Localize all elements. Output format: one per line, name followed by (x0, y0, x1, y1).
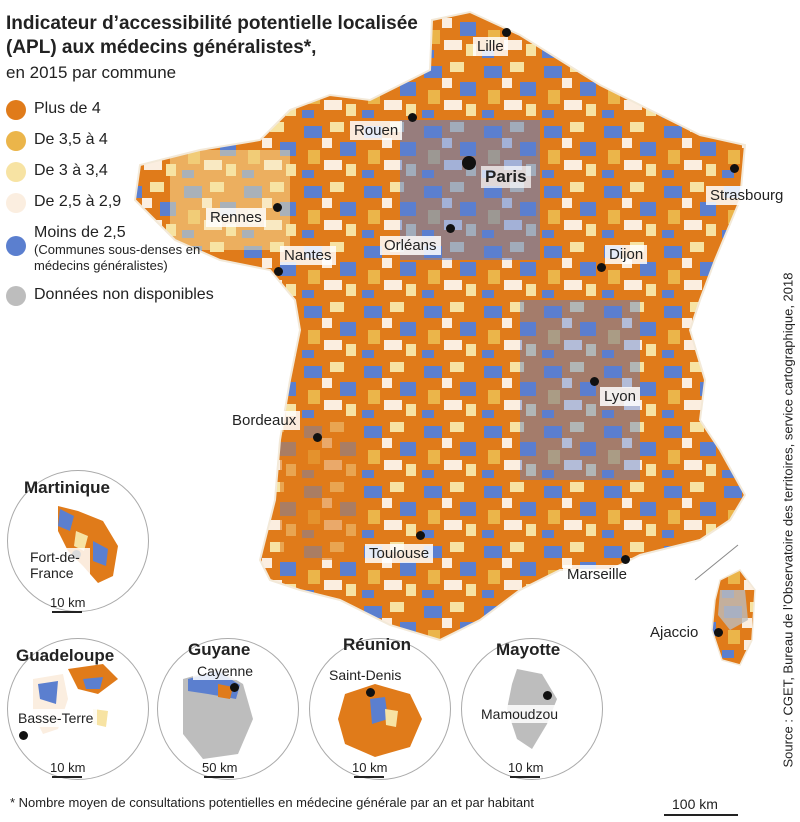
legend-item: Moins de 2,5 (Communes sous-denses en mé… (6, 222, 276, 284)
city-label-toulouse: Toulouse (365, 544, 434, 563)
city-label-basse-terre: Basse-Terre (14, 709, 98, 727)
paris-dot (462, 156, 476, 170)
rouen-dot (408, 113, 417, 122)
legend: Plus de 4 De 3,5 à 4 De 3 à 3,4 De 2,5 à… (6, 98, 276, 315)
scale-bar-martinique (52, 611, 82, 613)
city-label-bordeaux: Bordeaux (228, 411, 301, 430)
inset-title-reunion: Réunion (343, 635, 411, 654)
martinique-shape (58, 506, 118, 583)
legend-label: Données non disponibles (34, 286, 214, 303)
inset-reunion (309, 638, 451, 780)
bordeaux-dot (313, 433, 322, 442)
city-label-saint-denis: Saint-Denis (325, 666, 406, 684)
city-label-fort-de-france: Fort-de-France (26, 548, 90, 582)
ajaccio-dot (714, 628, 723, 637)
scale-text-martinique: 10 km (50, 595, 86, 610)
lyon-dot (590, 377, 599, 386)
legend-label: De 3,5 à 4 (34, 131, 108, 148)
strasbourg-dot (730, 164, 739, 173)
inset-title-guyane: Guyane (188, 640, 251, 659)
inset-martinique (7, 470, 149, 612)
inset-title-guadeloupe: Guadeloupe (16, 646, 115, 665)
legend-label-group: Moins de 2,5 (Communes sous-denses en mé… (34, 224, 254, 274)
source-text: Source : CGET, Bureau de l’Observatoire … (780, 272, 796, 768)
toulouse-dot (416, 531, 425, 540)
scale-bar-guyane (204, 776, 234, 778)
city-label-marseille: Marseille (563, 565, 632, 584)
legend-sublabel: (Communes sous-denses en médecins généra… (34, 242, 201, 273)
legend-swatch (6, 286, 26, 306)
city-label-cayenne: Cayenne (193, 662, 258, 680)
map-subtitle: en 2015 par commune (6, 63, 177, 82)
legend-label: Plus de 4 (34, 100, 101, 117)
city-label-ajaccio: Ajaccio (646, 623, 703, 642)
rennes-dot (273, 203, 282, 212)
legend-label: De 3 à 3,4 (34, 162, 108, 179)
scale-text-mayotte: 10 km (508, 760, 544, 775)
map-title: Indicateur d’accessibilité potentielle l… (6, 13, 418, 58)
scale-text-main: 100 km (672, 796, 718, 812)
scale-text-guadeloupe: 10 km (50, 760, 86, 775)
reunion-shape (338, 684, 422, 757)
saint-denis-dot (366, 688, 375, 697)
legend-item: Plus de 4 (6, 98, 276, 129)
legend-item: De 2,5 à 2,9 (6, 191, 276, 222)
source-note: Source : CGET, Bureau de l’Observatoire … (778, 230, 798, 810)
city-label-dijon: Dijon (605, 245, 648, 264)
guyane-shape (183, 669, 253, 759)
lille-dot (502, 28, 511, 37)
inset-title-martinique: Martinique (24, 478, 110, 497)
inset-title-mayotte: Mayotte (496, 640, 561, 659)
scale-text-reunion: 10 km (352, 760, 388, 775)
marseille-dot (621, 555, 630, 564)
city-label-mamoudzou: Mamoudzou (477, 705, 563, 723)
legend-item: De 3 à 3,4 (6, 160, 276, 191)
city-label-orleans: Orléans (380, 236, 441, 255)
legend-label: De 2,5 à 2,9 (34, 193, 122, 210)
legend-item: Données non disponibles (6, 284, 276, 315)
city-label-lyon: Lyon (600, 387, 640, 406)
city-label-rouen: Rouen (350, 121, 403, 140)
footnote: * Nombre moyen de consultations potentie… (10, 795, 534, 810)
legend-swatch (6, 193, 26, 213)
scale-bar-guadeloupe (52, 776, 82, 778)
corsica (711, 569, 756, 666)
mamoudzou-dot (543, 691, 552, 700)
scale-text-guyane: 50 km (202, 760, 238, 775)
city-label-lille: Lille (473, 37, 508, 56)
city-label-strasbourg: Strasbourg (706, 186, 788, 205)
dijon-dot (597, 263, 606, 272)
city-label-nantes: Nantes (280, 246, 336, 265)
city-label-rennes: Rennes (206, 208, 266, 227)
legend-swatch (6, 131, 26, 151)
legend-item: De 3,5 à 4 (6, 129, 276, 160)
scale-bar-main (664, 814, 738, 816)
city-label-paris: Paris (481, 166, 531, 188)
legend-swatch (6, 236, 26, 256)
nantes-dot (274, 267, 283, 276)
orleans-dot (446, 224, 455, 233)
cayenne-dot (230, 683, 239, 692)
basse-terre-dot (19, 731, 28, 740)
scale-bar-mayotte (510, 776, 540, 778)
legend-label: Moins de 2,5 (34, 224, 126, 241)
legend-swatch (6, 162, 26, 182)
scale-bar-reunion (354, 776, 384, 778)
legend-swatch (6, 100, 26, 120)
